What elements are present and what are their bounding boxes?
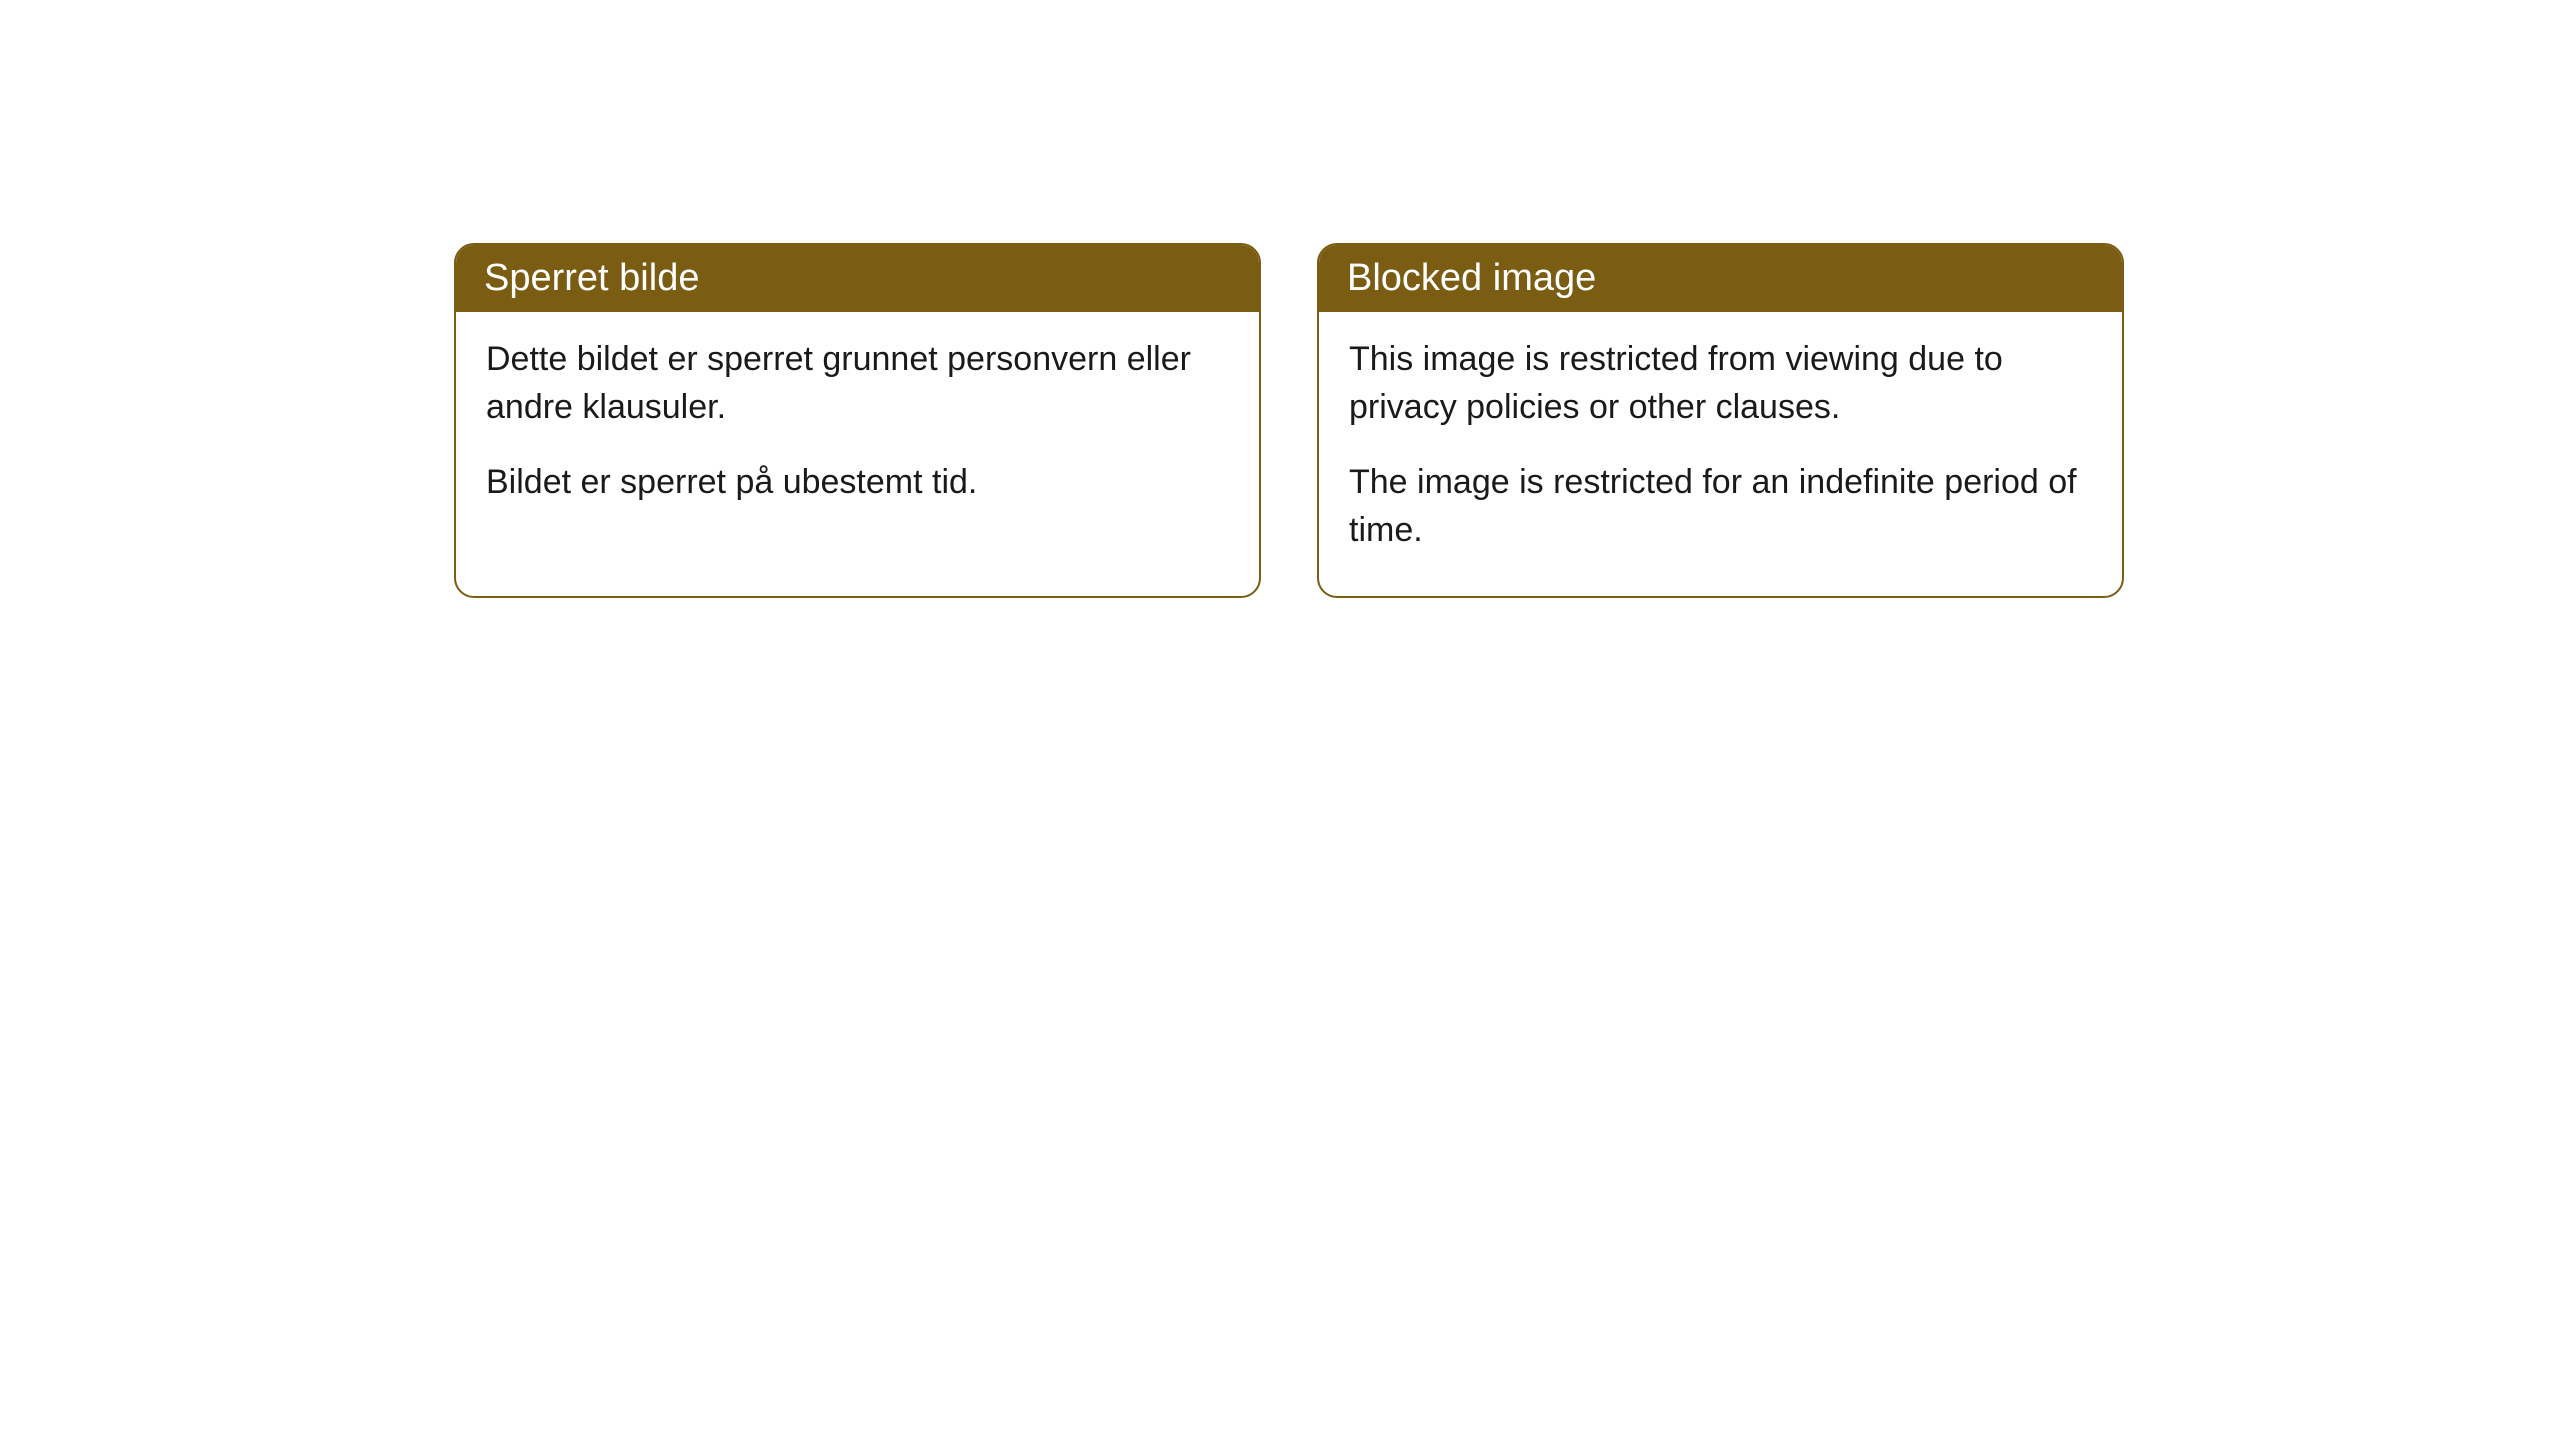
card-paragraph: The image is restricted for an indefinit… <box>1349 459 2092 554</box>
card-body: Dette bildet er sperret grunnet personve… <box>456 312 1259 549</box>
card-paragraph: This image is restricted from viewing du… <box>1349 336 2092 431</box>
notice-cards-container: Sperret bilde Dette bildet er sperret gr… <box>454 243 2124 598</box>
card-paragraph: Bildet er sperret på ubestemt tid. <box>486 459 1229 507</box>
card-header: Sperret bilde <box>456 245 1259 312</box>
card-paragraph: Dette bildet er sperret grunnet personve… <box>486 336 1229 431</box>
blocked-image-card-norwegian: Sperret bilde Dette bildet er sperret gr… <box>454 243 1261 598</box>
card-header: Blocked image <box>1319 245 2122 312</box>
card-body: This image is restricted from viewing du… <box>1319 312 2122 596</box>
blocked-image-card-english: Blocked image This image is restricted f… <box>1317 243 2124 598</box>
